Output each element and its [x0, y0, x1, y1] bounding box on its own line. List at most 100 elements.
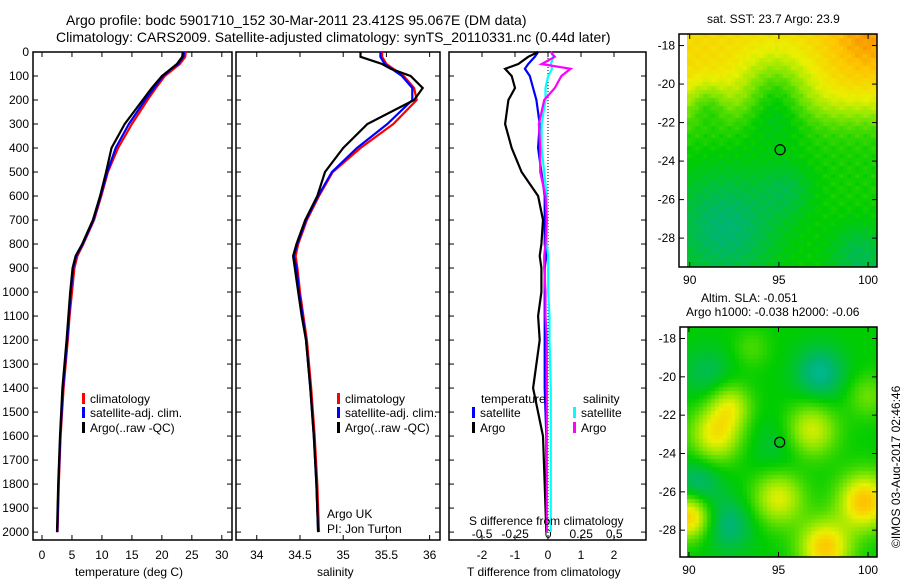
- depth-tick-label: 600: [9, 189, 29, 203]
- s-diff-tick-label: 0.5: [606, 527, 623, 541]
- lat-tick-label: -28: [658, 231, 676, 245]
- s-diff-tick-label: 0.25: [570, 527, 594, 541]
- sal-legend-argo: Argo(..raw -QC): [337, 421, 430, 435]
- sst-map-title: sat. SST: 23.7 Argo: 23.9: [707, 12, 840, 26]
- sal-legend-satellite: satellite-adj. clim.: [337, 406, 437, 420]
- legend-swatch-blue: [337, 407, 340, 418]
- plot-frame: [32, 51, 233, 541]
- lat-tick-label: -18: [659, 332, 677, 346]
- x-tick-label: 34: [250, 548, 264, 562]
- x-tick-label: -2: [477, 548, 488, 562]
- annotation-pi: PI: Jon Turton: [327, 522, 402, 536]
- lat-tick-label: -22: [658, 116, 676, 130]
- map-frame: [679, 326, 878, 558]
- x-tick-label: 34.5: [288, 548, 312, 562]
- diff-legend-s-satellite: satellite: [573, 406, 622, 420]
- sla-map-image: [687, 327, 877, 557]
- lon-tick-label: 95: [772, 273, 786, 287]
- temperature-argo-raw-qc--line: [55, 51, 184, 533]
- x-tick-label: 20: [155, 548, 169, 562]
- s-diff-tick-label: 0: [545, 527, 552, 541]
- legend-swatch-black: [82, 422, 85, 433]
- legend-label: satellite: [581, 406, 622, 420]
- legend-swatch-black: [337, 422, 340, 433]
- s-diff-xlabel: S difference from climatology: [469, 514, 624, 528]
- legend-swatch-blue: [82, 407, 85, 418]
- depth-tick-label: 2000: [2, 525, 29, 539]
- sla-map-title: Altim. SLA: -0.051: [701, 291, 798, 305]
- diff-legend-salinity-header: salinity: [583, 392, 620, 406]
- x-tick-label: 30: [215, 548, 229, 562]
- temp-legend-argo: Argo(..raw -QC): [82, 421, 175, 435]
- plot-frame: [235, 51, 441, 541]
- argo-location-marker: [774, 436, 786, 448]
- x-tick-label: 15: [125, 548, 139, 562]
- argo-location-marker: [774, 144, 786, 156]
- difference-temperature-argo-line: [503, 51, 548, 533]
- t-diff-xlabel: T difference from climatology: [467, 565, 621, 579]
- lat-tick-label: -28: [659, 523, 677, 537]
- temp-legend-satellite: satellite-adj. clim.: [82, 406, 182, 420]
- x-tick-label: 0: [39, 548, 46, 562]
- x-tick-label: 0: [545, 548, 552, 562]
- diff-legend-t-argo: Argo: [472, 421, 505, 435]
- legend-label: Argo(..raw -QC): [345, 421, 430, 435]
- legend-swatch-red: [337, 393, 340, 404]
- depth-tick-label: 1300: [2, 357, 29, 371]
- plot-title-line1: Argo profile: bodc 5901710_152 30-Mar-20…: [66, 12, 527, 28]
- depth-tick-label: 1500: [2, 405, 29, 419]
- x-tick-label: 36: [423, 548, 437, 562]
- depth-tick-label: 0: [22, 45, 29, 59]
- plot-title-line2: Climatology: CARS2009. Satellite-adjuste…: [56, 29, 611, 45]
- credit-timestamp: ©IMOS 03-Aug-2017 02:46:46: [889, 385, 900, 548]
- lon-tick-label: 100: [858, 563, 878, 577]
- lat-tick-label: -18: [658, 39, 676, 53]
- legend-swatch-black: [472, 422, 475, 433]
- depth-tick-label: 1700: [2, 453, 29, 467]
- depth-tick-label: 1200: [2, 333, 29, 347]
- depth-tick-label: 1000: [2, 285, 29, 299]
- sal-legend-climatology: climatology: [337, 392, 405, 406]
- depth-tick-label: 300: [9, 117, 29, 131]
- salinity-xlabel: salinity: [317, 565, 354, 579]
- legend-label: Argo: [480, 421, 506, 435]
- diff-legend-temperature-header: temperature: [481, 392, 546, 406]
- depth-tick-label: 200: [9, 93, 29, 107]
- depth-tick-label: 800: [9, 237, 29, 251]
- lat-tick-label: -24: [658, 154, 676, 168]
- legend-label: Argo(..raw -QC): [90, 421, 175, 435]
- lon-tick-label: 95: [772, 563, 786, 577]
- legend-label: satellite: [480, 406, 521, 420]
- temp-legend-climatology: climatology: [82, 392, 150, 406]
- lat-tick-label: -20: [658, 77, 676, 91]
- legend-label: satellite-adj. clim.: [90, 406, 183, 420]
- depth-tick-label: 1600: [2, 429, 29, 443]
- x-tick-label: 25: [185, 548, 199, 562]
- depth-tick-label: 500: [9, 165, 29, 179]
- sst-map-image: [687, 34, 877, 267]
- diff-legend-s-argo: Argo: [573, 421, 606, 435]
- difference-salinity-argo-line: [537, 51, 574, 533]
- legend-swatch-cyan: [573, 407, 576, 418]
- legend-swatch-magenta: [573, 422, 576, 433]
- legend-swatch-red: [82, 393, 85, 404]
- lat-tick-label: -26: [658, 193, 676, 207]
- depth-tick-label: 100: [9, 69, 29, 83]
- lon-tick-label: 100: [858, 273, 878, 287]
- depth-tick-label: 700: [9, 213, 29, 227]
- legend-label: climatology: [90, 392, 151, 406]
- salinity-argo-raw-qc--line: [291, 52, 425, 533]
- x-tick-label: 35.5: [375, 548, 399, 562]
- map-frame: [678, 33, 878, 268]
- legend-swatch-blue: [472, 407, 475, 418]
- lat-tick-label: -20: [659, 370, 677, 384]
- sla-map-subtitle: Argo h1000: -0.038 h2000: -0.06: [686, 305, 860, 319]
- s-diff-tick-label: -0.5: [472, 527, 493, 541]
- depth-tick-label: 400: [9, 141, 29, 155]
- lon-tick-label: 90: [683, 273, 697, 287]
- x-tick-label: 2: [611, 548, 618, 562]
- x-tick-label: -1: [510, 548, 521, 562]
- depth-tick-label: 1400: [2, 381, 29, 395]
